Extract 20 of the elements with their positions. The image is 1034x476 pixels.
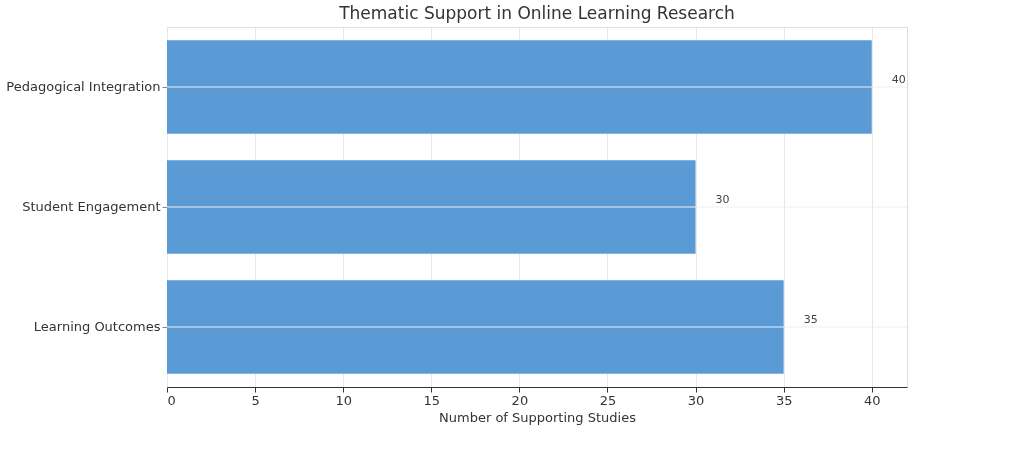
data-label: 30 (715, 193, 730, 206)
x-tick-label: 30 (687, 392, 705, 408)
y-tick-label: Pedagogical Integration (6, 79, 161, 94)
y-tick-label: Learning Outcomes (33, 319, 161, 334)
x-tick-label: 10 (335, 392, 352, 408)
x-axis-title: Number of Supporting Studies (439, 409, 637, 425)
y-tick-label: Student Engagement (22, 199, 161, 214)
data-label: 40 (891, 73, 906, 86)
bar (167, 280, 784, 374)
x-tick-label: 0 (167, 392, 176, 408)
x-tick-label: 5 (251, 392, 260, 408)
bar (167, 40, 872, 134)
data-label: 35 (803, 313, 818, 326)
x-tick-label: 25 (599, 392, 617, 408)
bar (167, 160, 696, 254)
x-tick-label: 35 (775, 392, 793, 408)
x-tick-label: 15 (423, 392, 441, 408)
x-tick-label: 40 (863, 392, 881, 408)
x-tick-label: 20 (511, 392, 529, 408)
chart-title: Thematic Support in Online Learning Research (338, 3, 735, 23)
